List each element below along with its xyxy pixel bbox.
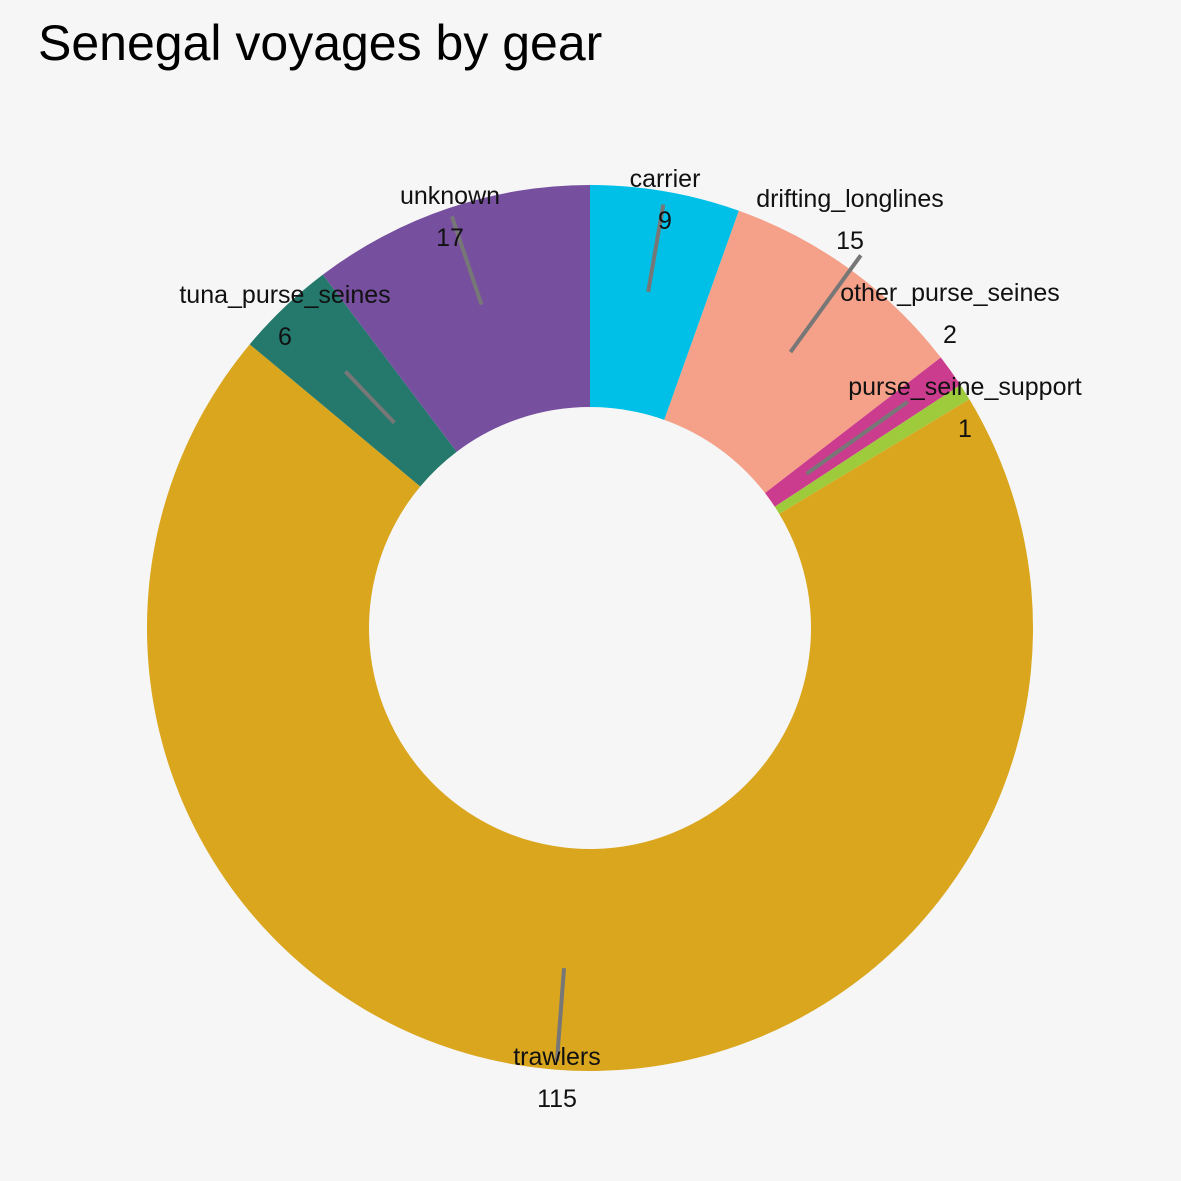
slice-drifting-longlines <box>664 210 941 494</box>
leader-line-unknown <box>450 215 484 306</box>
leader-line-drifting-longlines <box>788 254 863 354</box>
slice-label-trawlers: trawlers <box>513 1043 601 1071</box>
slice-value-unknown: 17 <box>436 224 464 252</box>
slice-label-carrier: carrier <box>630 165 701 193</box>
slice-purse-seine-support <box>774 384 970 514</box>
slice-label-drifting-longlines: drifting_longlines <box>756 185 944 213</box>
leader-line-other-purse-seines <box>805 400 909 476</box>
slice-trawlers <box>147 344 1033 1071</box>
leader-line-tuna-purse-seines <box>343 370 396 425</box>
slice-label-purse-seine-support: purse_seine_support <box>848 373 1082 401</box>
slice-value-tuna-purse-seines: 6 <box>278 323 292 351</box>
slice-value-purse-seine-support: 1 <box>958 415 972 443</box>
slice-value-drifting-longlines: 15 <box>836 227 864 255</box>
slice-value-other-purse-seines: 2 <box>943 321 957 349</box>
leader-line-carrier <box>646 204 666 293</box>
chart-title: Senegal voyages by gear <box>38 15 603 71</box>
slice-label-tuna-purse-seines: tuna_purse_seines <box>179 281 390 309</box>
slice-unknown <box>322 185 590 452</box>
leader-line-trawlers <box>554 967 567 1062</box>
slice-label-unknown: unknown <box>400 182 500 210</box>
slice-label-other-purse-seines: other_purse_seines <box>840 279 1060 307</box>
slice-carrier <box>590 185 739 420</box>
slice-value-trawlers: 115 <box>537 1085 577 1113</box>
slice-value-carrier: 9 <box>658 207 672 235</box>
